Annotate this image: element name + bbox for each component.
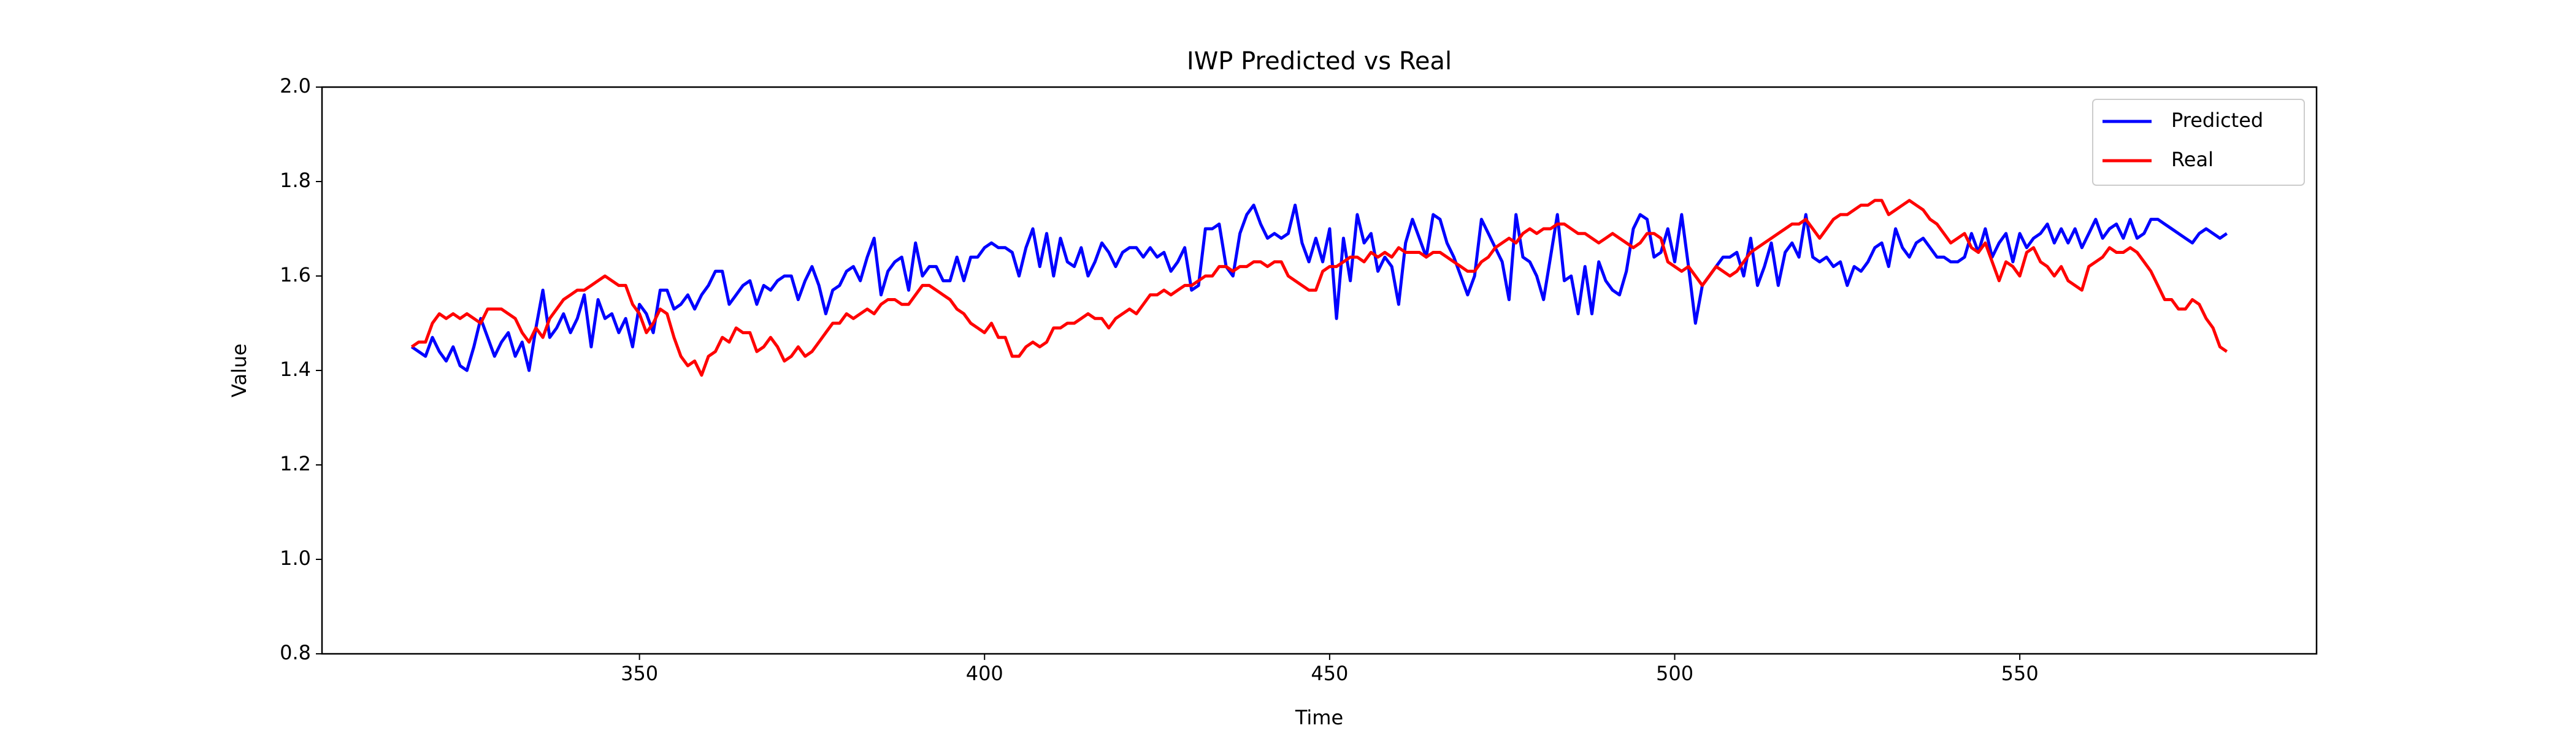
x-tick-label: 500: [1656, 662, 1693, 685]
series-line: [410, 204, 2228, 372]
y-tick-label: 0.8: [280, 641, 311, 664]
legend-label: Real: [2171, 148, 2214, 171]
y-tick-label: 1.0: [280, 546, 311, 570]
y-tick-label: 1.6: [280, 263, 311, 286]
x-axis-label: Time: [1295, 706, 1343, 729]
y-tick-label: 1.4: [280, 358, 311, 381]
y-tick-label: 2.0: [280, 74, 311, 98]
series-line: [410, 199, 2228, 377]
x-tick-label: 450: [1311, 662, 1348, 685]
y-axis-label: Value: [228, 343, 251, 397]
y-tick-label: 1.2: [280, 452, 311, 475]
legend-label: Predicted: [2171, 109, 2263, 132]
plot-frame: [321, 86, 2318, 655]
y-tick-label: 1.8: [280, 169, 311, 192]
x-tick-label: 350: [621, 662, 658, 685]
x-tick-label: 400: [966, 662, 1003, 685]
x-tick-label: 550: [2001, 662, 2039, 685]
chart-title: IWP Predicted vs Real: [1187, 47, 1452, 75]
